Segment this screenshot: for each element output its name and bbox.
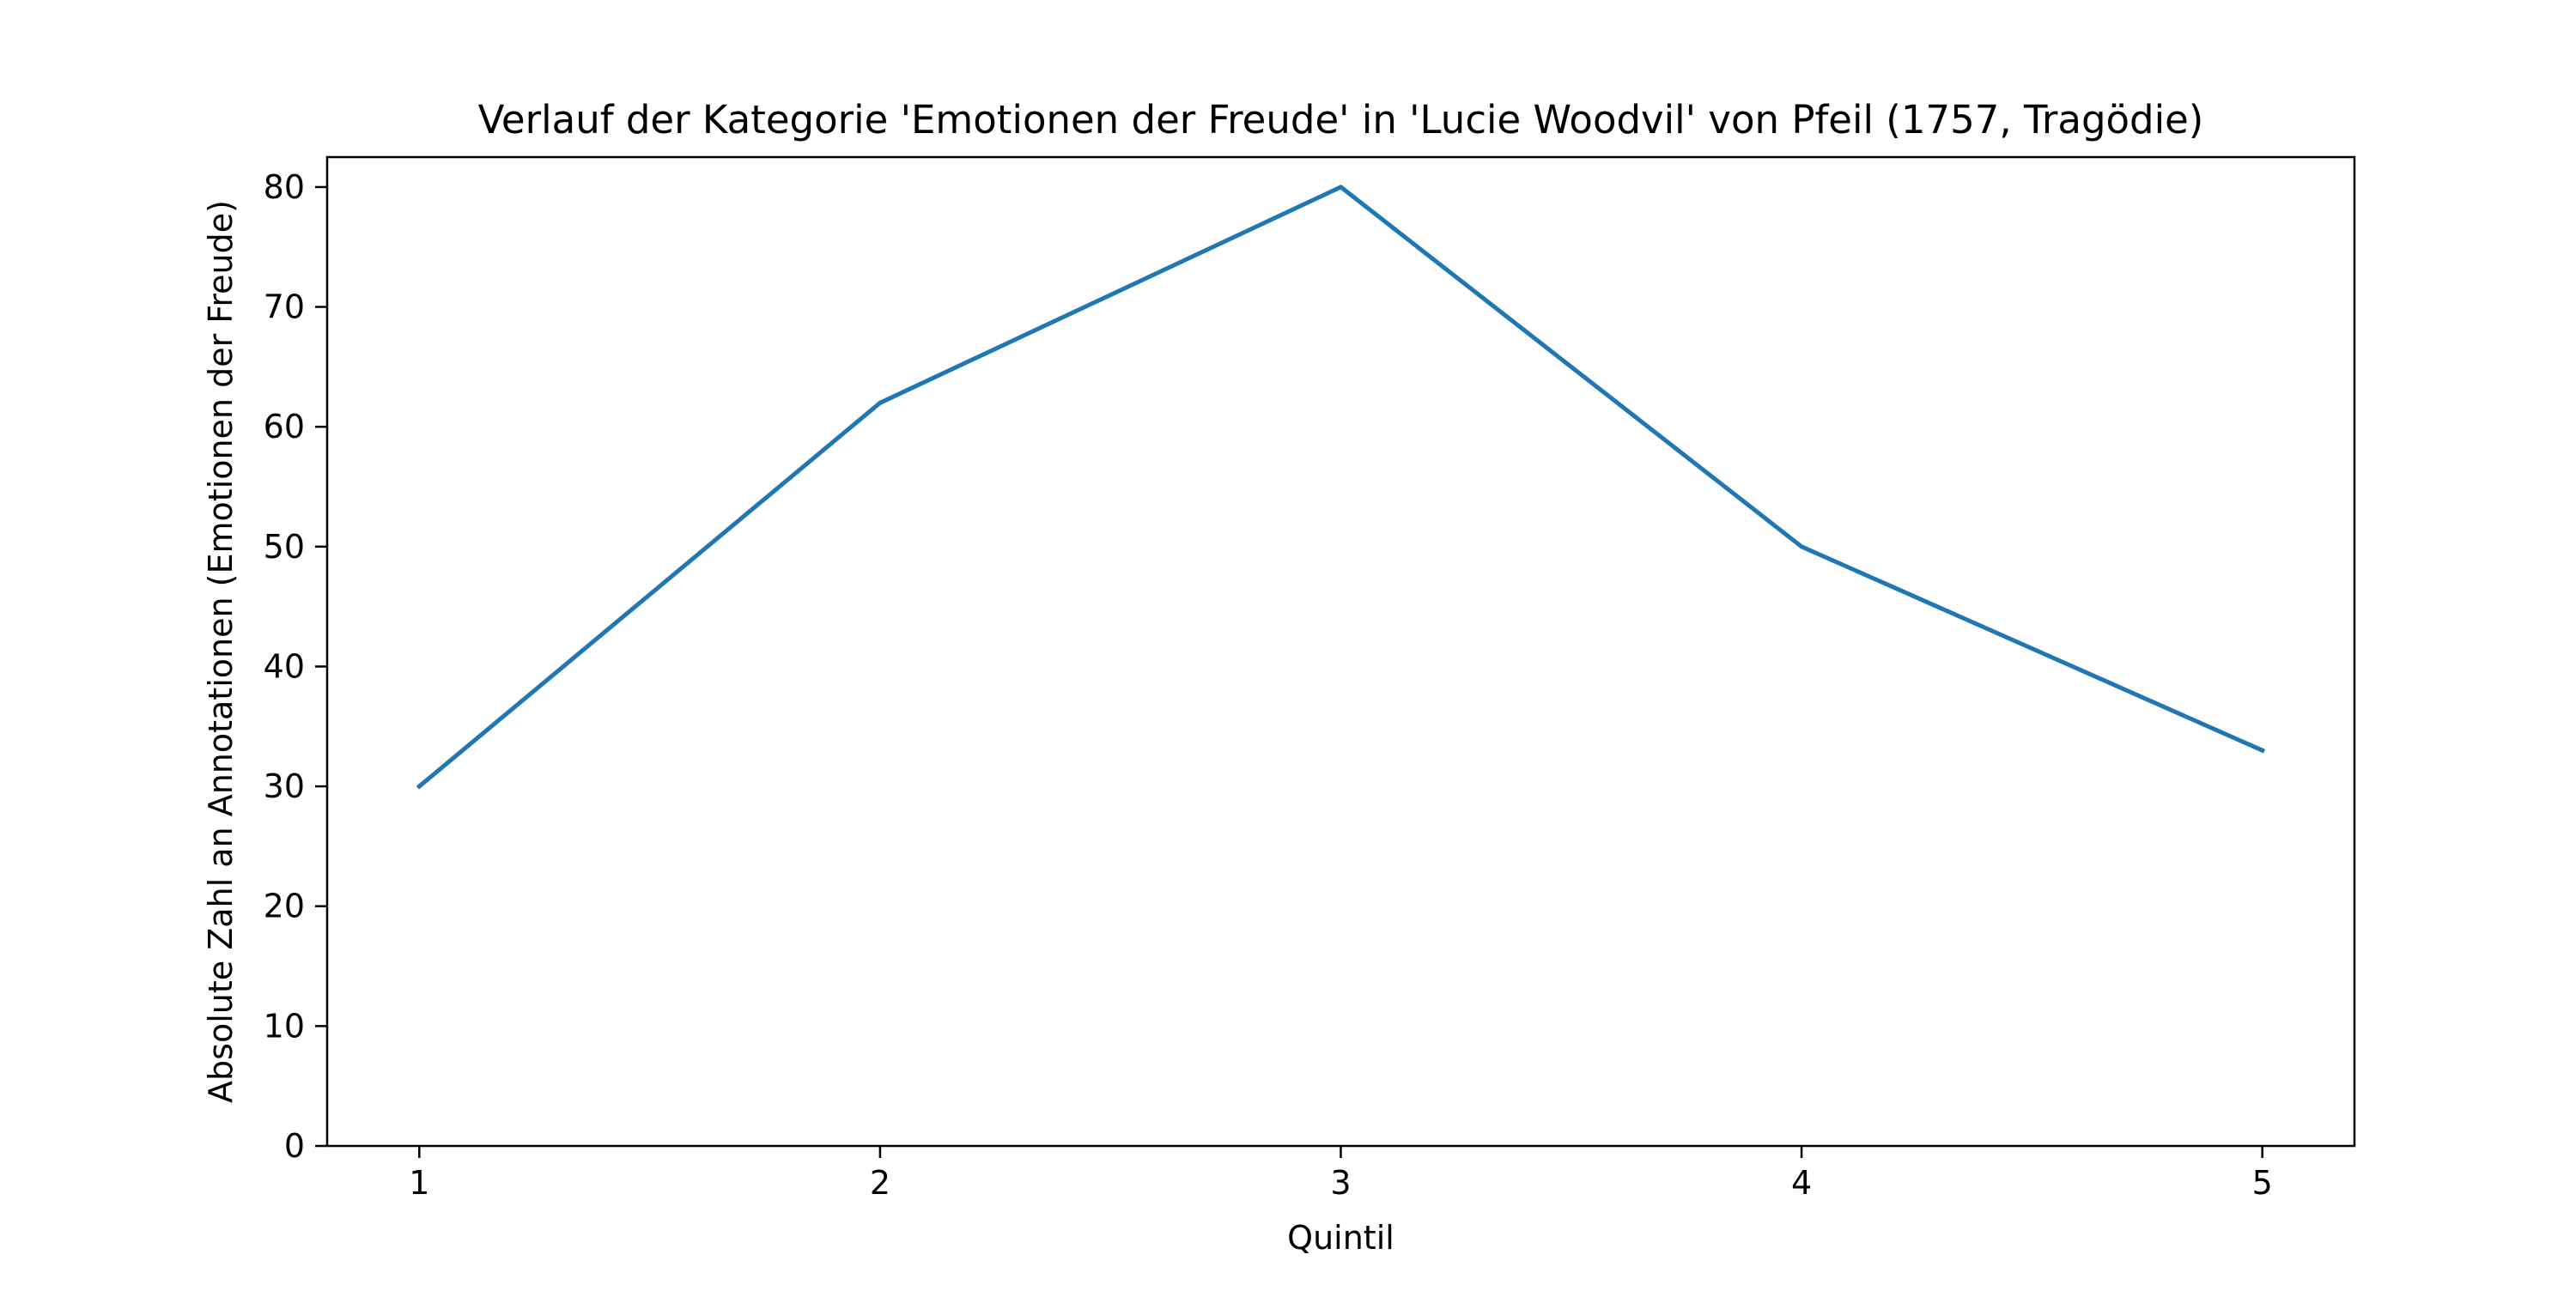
y-tick-label: 20 <box>264 888 305 925</box>
x-tick-label: 1 <box>409 1164 429 1202</box>
x-axis-label: Quintil <box>1287 1219 1394 1257</box>
x-tick-label: 2 <box>870 1164 890 1202</box>
chart-title: Verlauf der Kategorie 'Emotionen der Fre… <box>478 97 2204 142</box>
data-point <box>1339 185 1343 190</box>
plot-frame <box>325 155 2356 1148</box>
x-tick-label: 4 <box>1791 1164 1812 1202</box>
y-tick-label: 30 <box>264 767 305 805</box>
data-point <box>2260 748 2265 753</box>
y-tick-label: 70 <box>264 288 305 326</box>
y-tick-label: 50 <box>264 528 305 566</box>
x-tick-label: 3 <box>1330 1164 1351 1202</box>
y-axis-label: Absolute Zahl an Annotationen (Emotionen… <box>202 200 240 1103</box>
y-tick-label: 0 <box>284 1127 305 1165</box>
x-tick-label: 5 <box>2252 1164 2273 1202</box>
y-tick-label: 60 <box>264 408 305 445</box>
data-point <box>878 400 883 405</box>
y-tick-label: 10 <box>264 1007 305 1045</box>
series-layer <box>416 185 2265 790</box>
y-tick-label: 40 <box>264 647 305 685</box>
data-point <box>416 784 422 789</box>
data-point <box>1799 544 1804 549</box>
y-tick-label: 80 <box>264 168 305 206</box>
